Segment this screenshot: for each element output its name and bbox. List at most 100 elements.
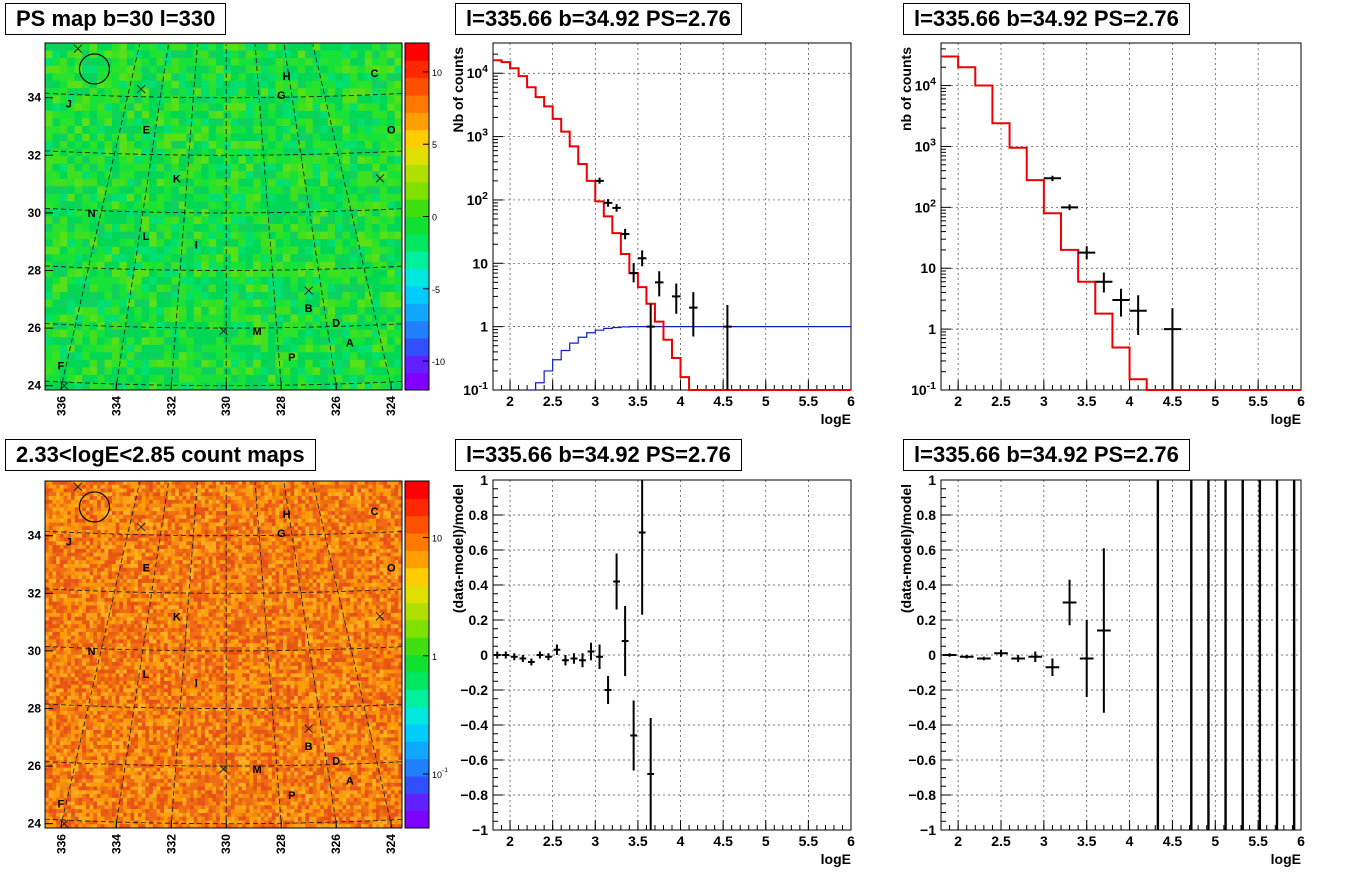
map-pixel — [93, 582, 98, 588]
map-pixel — [123, 635, 128, 640]
map-pixel — [111, 269, 120, 278]
map-pixel — [82, 631, 87, 637]
map-pixel — [52, 733, 57, 738]
map-pixel — [137, 631, 143, 637]
map-pixel — [268, 95, 276, 104]
map-pixel — [100, 816, 105, 821]
map-pixel — [134, 541, 139, 546]
map-pixel — [104, 575, 109, 580]
map-pixel — [283, 307, 291, 315]
map-pixel — [100, 707, 105, 712]
map-pixel — [111, 548, 117, 554]
map-pixel — [108, 824, 113, 829]
map-pixel — [100, 778, 105, 784]
map-pixel — [63, 809, 68, 814]
map-pixel — [178, 374, 187, 383]
map-pixel — [52, 95, 61, 104]
map-pixel — [67, 344, 76, 353]
map-pixel — [123, 718, 128, 723]
map-pixel — [104, 541, 109, 546]
map-pixel — [48, 579, 53, 584]
map-pixel — [387, 246, 395, 255]
map-pixel — [357, 374, 366, 383]
map-pixel — [253, 246, 262, 255]
map-pixel — [141, 216, 150, 225]
map-pixel — [71, 692, 76, 697]
map-pixel — [52, 778, 57, 784]
map-pixel — [97, 103, 105, 112]
map-pixel — [74, 729, 79, 735]
map-pixel — [78, 563, 83, 569]
map-pixel — [74, 628, 79, 633]
map-pixel — [52, 178, 61, 187]
map-pixel — [134, 605, 139, 610]
map-pixel — [238, 43, 247, 51]
map-pixel — [56, 722, 61, 727]
map-pixel — [156, 178, 165, 187]
map-pixel — [141, 771, 146, 776]
map-pixel — [67, 643, 72, 648]
map-pixel — [119, 374, 128, 383]
map-pixel — [59, 526, 64, 531]
map-pixel — [85, 733, 91, 738]
map-pixel — [119, 624, 124, 629]
map-pixel — [63, 748, 68, 753]
map-pixel — [123, 658, 128, 663]
map-pixel — [312, 344, 321, 353]
map-pixel — [71, 639, 76, 644]
map-pixel — [78, 488, 83, 493]
map-pixel — [245, 193, 254, 202]
map-pixel — [130, 737, 135, 742]
map-pixel — [93, 741, 98, 746]
map-pixel — [67, 193, 76, 202]
map-pixel — [164, 239, 172, 248]
map-pixel — [71, 782, 76, 787]
map-pixel — [119, 722, 124, 727]
map-pixel — [89, 824, 94, 829]
map-pixel — [89, 246, 98, 255]
map-pixel — [364, 337, 373, 346]
map-pixel — [156, 80, 165, 89]
map-cross-marker — [136, 84, 146, 94]
map-pixel — [208, 337, 217, 346]
map-pixel — [45, 530, 50, 535]
map-pixel — [171, 103, 180, 112]
map-pixel — [178, 322, 187, 331]
map-pixel — [74, 590, 79, 595]
map-pixel — [130, 507, 135, 512]
map-pixel — [104, 635, 109, 640]
map-pixel — [115, 711, 120, 716]
map-pixel — [115, 511, 120, 516]
map-pixel — [82, 760, 87, 765]
map-pixel — [268, 352, 276, 361]
map-pixel — [137, 695, 143, 701]
map-pixel — [327, 374, 336, 383]
map-pixel — [89, 718, 94, 723]
map-pixel — [126, 518, 131, 523]
map-pixel — [45, 374, 53, 383]
map-pixel — [327, 110, 336, 119]
map-pixel — [71, 726, 76, 731]
map-pixel — [145, 503, 150, 508]
map-pixel — [115, 665, 120, 670]
map-y-tick-label: 28 — [28, 263, 42, 277]
map-pixel — [108, 714, 113, 720]
map-pixel — [89, 537, 94, 542]
map-pixel — [97, 533, 102, 538]
map-pixel — [56, 575, 61, 580]
map-pixel — [216, 359, 224, 368]
map-pixel — [312, 201, 321, 210]
map-pixel — [126, 43, 135, 51]
map-pixel — [145, 646, 150, 652]
map-pixel — [178, 291, 187, 300]
map-pixel — [141, 193, 150, 202]
map-pixel — [74, 548, 79, 554]
map-pixel — [141, 141, 150, 150]
map-pixel — [78, 711, 83, 716]
map-pixel — [108, 571, 113, 576]
map-pixel — [260, 50, 269, 59]
map-pixel — [85, 816, 91, 821]
map-pixel — [82, 733, 87, 738]
map-pixel — [85, 579, 91, 584]
map-pixel — [93, 545, 98, 550]
